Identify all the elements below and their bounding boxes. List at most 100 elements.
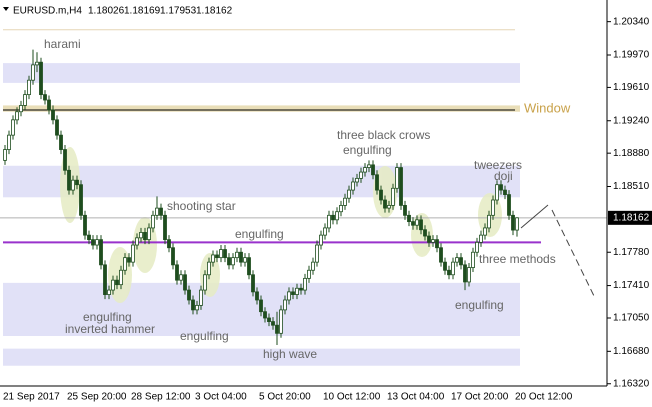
annotation: engulfing [235,227,284,241]
candle-body [311,261,315,271]
candle-body [335,211,339,221]
candle-body [431,239,435,243]
candle-body [475,241,479,253]
candle-body [239,251,243,263]
x-tick-label: 3 Oct 04:00 [195,392,247,403]
candle-body [251,274,255,293]
candle-body [415,219,419,226]
candle-body [299,287,303,291]
candle-body [143,232,147,241]
candle-body [59,134,63,150]
candle-body [183,274,187,291]
candle-body [231,257,235,266]
candle-body [367,164,371,168]
candle-body [147,227,151,241]
candle-body [327,214,331,229]
annotation: engulfing [180,329,229,343]
symbol: EURUSD.m,H4 [13,6,82,17]
candle-body [467,267,471,283]
annotation: Window [524,100,571,115]
x-tick-label: 13 Oct 04:00 [387,392,445,403]
candle-body [131,244,135,263]
candle-body [227,257,231,266]
candle-body [163,214,167,241]
candle-body [447,269,451,276]
candle-body [399,167,403,206]
candle-body [451,261,455,276]
price-zone [3,105,520,112]
candle-body [51,109,55,121]
candle-body [383,199,387,209]
candle-body [443,261,447,271]
y-tick-label: 1.18510 [613,181,650,192]
candle-body [495,184,499,201]
candle-body [483,227,487,236]
candle-body [463,264,467,283]
candle-body [491,199,495,216]
candle-body [71,179,75,191]
annotation: tweezers [474,158,522,172]
forecast-arrow [520,204,549,229]
annotation: doji [494,169,513,183]
candle-body [91,239,95,246]
candle-body [291,291,295,295]
candle-body [247,257,251,276]
candle-body [115,279,119,286]
candle-body [211,254,215,263]
candle-body [315,244,319,263]
annotation: inverted hammer [65,322,155,336]
candle-body [111,279,115,291]
candle-body [283,299,287,311]
candle-body [423,229,427,237]
candle-body [507,194,511,216]
candle-body [471,251,475,268]
candle-body [43,94,47,101]
candle-body [459,257,463,266]
header-close: 1.18162 [196,6,233,17]
candle-body [499,184,503,191]
candle-body [3,149,7,161]
candle-body [19,105,23,113]
candle-body [439,247,443,263]
annotation: high wave [263,347,317,361]
current-price-label: 1.18162 [613,212,650,223]
candle-body [275,324,279,334]
candle-body [103,264,107,295]
candle-body [371,164,375,176]
candle-body [179,274,183,281]
candles [3,49,519,346]
candle-body [303,277,307,291]
candle-body [419,219,423,231]
candle-body [511,214,515,231]
candle-body [63,149,67,171]
candle-body [223,249,227,259]
candle-body [55,119,59,136]
annotation: engulfing [343,143,392,157]
candle-body [95,239,99,246]
candle-body [31,64,35,81]
candle-body [427,235,431,243]
candle-body [123,257,127,271]
candle-body [27,79,31,96]
y-tick-label: 1.17780 [613,247,650,258]
x-tick-label: 21 Sep 2017 [3,392,60,403]
candle-body [235,251,239,259]
candle-body [83,214,87,236]
candle-body [259,299,263,313]
x-tick-label: 10 Oct 12:00 [323,392,381,403]
y-tick-label: 1.17410 [613,280,650,291]
candle-body [243,257,247,263]
candle-body [343,197,347,206]
candle-body [347,189,351,199]
labels: 1.20340 1.19970 1.19610 1.19240 1.18880 1.185… [3,16,652,403]
forecast-arrow [551,209,595,297]
candle-body [359,171,363,179]
candle-body [515,217,519,231]
candle-body [199,289,203,306]
annotation: engulfing [455,298,504,312]
candle-body [187,289,191,301]
x-tick-label: 5 Oct 20:00 [259,392,311,403]
menu-icon[interactable] [3,7,9,11]
candle-body [87,234,91,241]
annotation: three methods [479,252,556,266]
